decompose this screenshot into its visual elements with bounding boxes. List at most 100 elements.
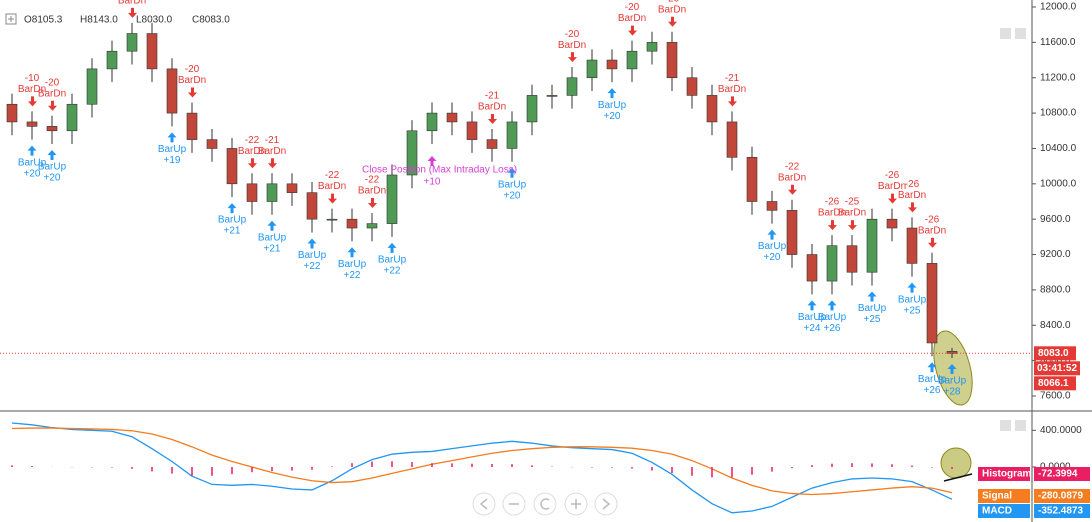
signal-label: BarDn [778,172,806,183]
sell-arrow [828,220,837,231]
signal-amount: +26 [824,323,841,334]
candle-body [326,218,338,221]
buy-arrow [767,229,777,240]
toggle-plus [8,16,14,22]
zoom-icons [479,498,611,510]
pane-button[interactable] [1000,420,1011,431]
candle-body [226,148,238,185]
candle-body [266,183,278,202]
price-badge-label: 8083.0 [1038,348,1069,359]
candle-body [406,130,418,176]
signal-amount: +21 [264,243,281,254]
signal-label: BarDn [318,181,346,192]
sell-arrow [188,87,197,98]
value-badge-label: -280.0879 [1038,491,1083,502]
pane-button[interactable] [1015,420,1026,431]
signal-amount: +21 [224,226,241,237]
signal-amount: -20 [185,64,200,75]
sell-arrow [908,202,917,213]
signal-amount: +20 [504,190,521,201]
candle-body [386,174,398,224]
value-badge-label: -352.4873 [1038,506,1083,517]
sell-arrow [888,193,897,204]
sell-arrow [268,158,277,169]
value-badge-label: -72.3994 [1038,469,1078,480]
candle-body [746,156,758,202]
signal-amount: -21 [265,135,280,146]
y-tick-label: 10000.0 [1040,178,1077,189]
signal-label: BarUp [298,250,327,261]
value-badge [1034,467,1090,481]
signal-amount: -20 [625,2,640,13]
signal-label: BarUp [598,100,627,111]
signal-amount: -26 [885,170,900,181]
signal-label: BarDn [38,88,66,99]
ohlc-label: H8143.0 [80,15,118,26]
candle-body [166,68,178,114]
candle-body [566,77,578,96]
candle-body [486,139,498,149]
ohlc-header: O8105.3 H8143.0 L8030.0 C8083.0 [24,15,230,26]
y-tick-label: 10400.0 [1040,143,1077,154]
candle-body [306,192,318,220]
signal-amount: -20 [565,29,580,40]
candle-body [426,112,438,132]
zoom-button[interactable] [472,492,496,516]
signal-label: BarDn [558,40,586,51]
buy-arrow [227,203,237,214]
pane-button[interactable] [1000,28,1011,39]
signal-amount: -10 [25,73,40,84]
legend-name: Histogram [982,469,1032,480]
candle-body [866,218,878,273]
arrow [943,473,973,482]
signal-label: BarDn [818,208,846,219]
candle-body [86,68,98,105]
signal-amount: -20 [45,77,60,88]
signal-amount: +22 [384,266,401,277]
zoom-button[interactable] [533,492,557,516]
signal-amount: -21 [485,91,500,102]
signal-label: BarDn [718,84,746,95]
candle-body [906,227,918,264]
candle-body [666,42,678,79]
sell-arrow [788,184,797,195]
signal-amount: -21 [725,73,740,84]
signal-label: BarDn [258,146,286,157]
signal-amount: +22 [344,270,361,281]
candle-body [606,59,618,70]
sell-arrow [848,220,857,231]
value-badge [1034,504,1090,518]
candle-body [846,245,858,273]
zoom-button[interactable] [594,492,618,516]
candle-body [546,95,558,97]
candle-body [106,50,118,70]
buy-arrow [307,238,317,249]
signal-amount: +24 [804,323,821,334]
pane-button[interactable] [1015,28,1026,39]
signal-label: BarDn [918,225,946,236]
highlight [940,447,972,479]
candle-body [286,183,298,193]
buy-arrow [807,300,817,311]
candle-body [706,95,718,123]
toggle-box[interactable] [5,13,17,25]
signal-amount: -20 [665,0,680,4]
sell-arrow [568,52,577,63]
buy-arrow [167,132,177,143]
signal-amount: -22 [785,161,800,172]
signal-amount: +19 [164,155,181,166]
ohlc-label: C8083.0 [192,15,230,26]
signal-label: BarUp [338,259,367,270]
signal-label: BarUp [898,294,927,305]
bid-badge [1034,376,1076,391]
y-tick-label: 400.0000 [1040,425,1082,436]
signal-amount: +25 [904,305,921,316]
pane-buttons[interactable] [1000,28,1026,431]
close-label: Close Position (Max Intraday Loss) [362,165,517,176]
signal-amount: +20 [764,252,781,263]
candle-body [26,121,38,127]
sell-arrow [248,158,257,169]
y-tick-label: 12000.0 [1040,2,1077,13]
